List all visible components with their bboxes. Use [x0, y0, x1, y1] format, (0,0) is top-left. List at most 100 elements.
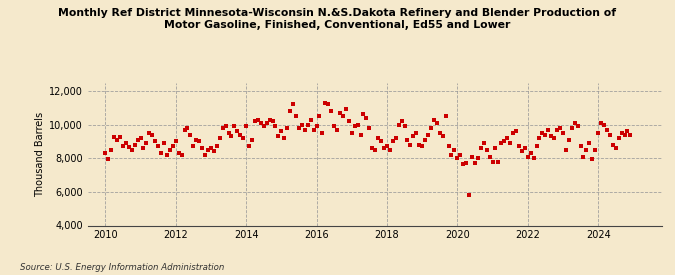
Point	[616, 131, 627, 135]
Point	[396, 119, 407, 123]
Point	[106, 148, 117, 152]
Point	[431, 121, 442, 125]
Point	[385, 148, 396, 152]
Point	[493, 160, 504, 164]
Point	[499, 139, 510, 144]
Point	[335, 111, 346, 115]
Point	[475, 146, 486, 150]
Point	[259, 124, 269, 128]
Point	[264, 117, 275, 122]
Point	[176, 153, 187, 157]
Point	[394, 122, 404, 127]
Point	[543, 127, 554, 132]
Point	[514, 144, 524, 148]
Point	[355, 133, 366, 137]
Point	[537, 131, 548, 135]
Point	[179, 127, 190, 132]
Point	[196, 146, 207, 150]
Point	[416, 144, 427, 148]
Point	[147, 133, 158, 137]
Point	[599, 122, 610, 127]
Point	[329, 124, 340, 128]
Text: Monthly Ref District Minnesota-Wisconsin N.&S.Dakota Refinery and Blender Produc: Monthly Ref District Minnesota-Wisconsin…	[59, 8, 616, 30]
Point	[100, 151, 111, 155]
Point	[238, 136, 248, 140]
Point	[525, 151, 536, 155]
Point	[458, 162, 468, 166]
Point	[159, 141, 169, 145]
Point	[291, 114, 302, 118]
Point	[551, 127, 562, 132]
Point	[226, 134, 237, 139]
Point	[364, 126, 375, 130]
Point	[455, 153, 466, 157]
Point	[352, 122, 363, 127]
Point	[308, 127, 319, 132]
Point	[200, 153, 211, 157]
Point	[141, 141, 152, 145]
Point	[220, 124, 231, 128]
Point	[150, 139, 161, 144]
Point	[625, 133, 636, 137]
Point	[587, 157, 597, 161]
Point	[223, 131, 234, 135]
Point	[344, 119, 354, 123]
Point	[270, 124, 281, 128]
Point	[314, 114, 325, 118]
Point	[420, 138, 431, 142]
Point	[246, 138, 257, 142]
Point	[564, 138, 574, 142]
Point	[135, 136, 146, 140]
Point	[452, 156, 463, 160]
Point	[434, 131, 445, 135]
Point	[466, 154, 477, 159]
Point	[508, 131, 518, 135]
Point	[305, 117, 316, 122]
Point	[440, 114, 451, 118]
Point	[165, 148, 176, 152]
Point	[560, 148, 571, 152]
Point	[209, 149, 219, 154]
Point	[126, 148, 137, 152]
Point	[578, 154, 589, 159]
Point	[202, 148, 213, 152]
Point	[111, 138, 122, 142]
Point	[191, 138, 202, 142]
Point	[605, 133, 616, 137]
Point	[250, 119, 261, 123]
Point	[188, 144, 198, 148]
Point	[405, 142, 416, 147]
Point	[546, 134, 557, 139]
Point	[425, 126, 436, 130]
Point	[124, 145, 134, 150]
Point	[103, 157, 113, 161]
Point	[320, 100, 331, 105]
Point	[379, 146, 389, 150]
Point	[402, 138, 413, 142]
Point	[300, 127, 310, 132]
Point	[358, 112, 369, 117]
Point	[229, 124, 240, 128]
Point	[285, 109, 296, 113]
Point	[130, 142, 140, 147]
Point	[593, 131, 603, 135]
Point	[370, 148, 381, 152]
Point	[294, 126, 304, 130]
Point	[510, 129, 521, 133]
Point	[529, 156, 539, 160]
Point	[522, 154, 533, 159]
Point	[540, 133, 551, 137]
Point	[115, 135, 126, 139]
Point	[619, 133, 630, 137]
Point	[520, 146, 531, 150]
Y-axis label: Thousand Barrels: Thousand Barrels	[35, 111, 45, 197]
Point	[581, 148, 592, 152]
Point	[437, 134, 448, 139]
Point	[211, 144, 222, 148]
Point	[173, 151, 184, 155]
Point	[516, 149, 527, 154]
Point	[569, 121, 580, 125]
Point	[276, 129, 287, 133]
Point	[566, 126, 577, 130]
Point	[215, 136, 225, 140]
